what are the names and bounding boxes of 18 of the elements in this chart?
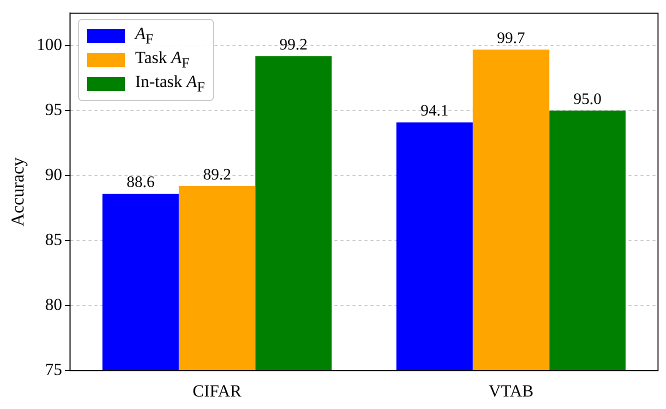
legend-label: A$_{F}$ xyxy=(135,24,154,48)
data-label: 94.1 xyxy=(420,102,449,120)
y-axis-title: Accuracy xyxy=(8,157,28,226)
legend-label: In-task A$_{F}$ xyxy=(135,72,205,96)
y-tick-label: 75 xyxy=(45,360,62,380)
y-tick-label: 100 xyxy=(36,35,62,54)
data-label: 95.0 xyxy=(573,90,602,108)
data-label: 99.7 xyxy=(497,30,526,47)
y-tick-label: 95 xyxy=(45,100,62,120)
data-label: 99.2 xyxy=(280,36,308,54)
x-tick-label: VTAB xyxy=(488,381,534,400)
y-tick-label: 90 xyxy=(45,165,62,184)
legend-label: Task A$_{F}$ xyxy=(135,48,190,72)
data-label: 89.2 xyxy=(203,166,232,184)
y-tick-label: 80 xyxy=(45,295,62,314)
y-tick-label: 85 xyxy=(45,230,62,250)
data-label: 88.6 xyxy=(126,174,155,192)
x-tick-label: CIFAR xyxy=(192,381,242,400)
